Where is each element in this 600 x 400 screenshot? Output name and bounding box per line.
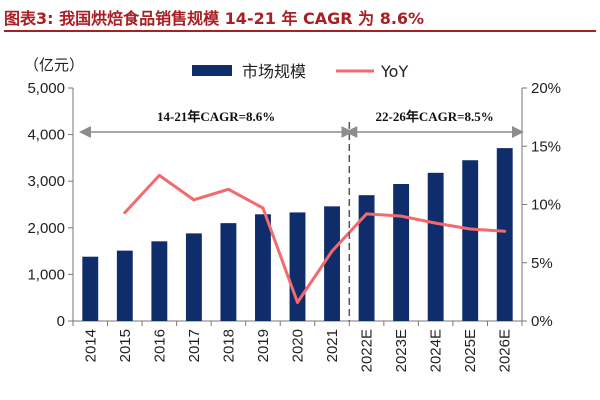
bar [358,195,375,321]
x-tick-label: 2017 [186,329,203,362]
yoy-point [261,206,265,210]
x-tick-label: 2014 [82,329,99,362]
yoy-point [192,198,196,202]
chart-title: 图表3: 我国烘焙食品销售规模 14-21 年 CAGR 为 8.6% [4,9,425,28]
x-tick-label: 2016 [151,329,168,362]
x-tick-label: 2020 [290,329,307,362]
bar [427,172,444,321]
x-tick-label: 2018 [220,329,237,362]
bar [255,214,271,321]
bar [289,212,306,321]
bar [324,206,340,321]
y-left-tick-label: 3,000 [27,173,65,190]
title-bar: 图表3: 我国烘焙食品销售规模 14-21 年 CAGR 为 8.6% [4,2,596,32]
y-right-tick-label: 5% [531,255,553,272]
bar [116,250,133,321]
bar [151,241,168,321]
y-right-tick-label: 10% [531,197,561,214]
yoy-point [157,173,161,177]
y-right-tick-label: 15% [531,138,561,155]
yoy-point [503,229,507,233]
bar [462,160,479,321]
x-tick-label: 2015 [117,329,134,362]
yoy-point [434,221,438,225]
legend-bar-swatch [192,65,232,76]
x-tick-label: 2023E [393,329,410,372]
legend-bar-label: 市场规模 [242,62,306,81]
yoy-point [296,300,299,304]
yoy-line [123,173,505,304]
y-left-tick-label: 2,000 [27,220,65,237]
x-tick-label: 2024E [428,329,445,372]
yoy-point [399,214,403,218]
yoy-point [365,212,369,216]
y-left-tick-label: 0 [57,313,65,330]
cagr-annotation: 22-26年CAGR=8.5% [376,109,494,124]
yoy-point [123,211,127,215]
y-right-tick-label: 20% [531,80,561,97]
bar [496,148,513,321]
legend-line-label: YoY [380,62,408,81]
unit-label: （亿元） [24,56,84,74]
bar [82,256,99,321]
bar [393,183,410,321]
x-tick-label: 2025E [462,329,479,372]
legend: 市场规模 YoY [192,62,408,81]
bar [220,223,237,321]
yoy-point [226,187,230,191]
chart-plot: （亿元） 市场规模 YoY 0 1,000 2,000 3,000 4,000 5,000… [24,56,561,372]
yoy-point [468,227,472,231]
x-tick-label: 2022E [359,329,376,372]
y-left-tick-label: 5,000 [27,80,65,97]
y-left-tick-label: 4,000 [27,127,65,144]
y-left-tick-label: 1,000 [27,266,65,283]
yoy-point [330,249,334,253]
x-tick-label: 2026E [497,329,514,372]
y-right-tick-label: 0% [531,313,553,330]
x-tick-label: 2021 [324,329,341,362]
cagr-annotation: 14-21年CAGR=8.6% [157,109,275,124]
x-tick-label: 2019 [255,329,272,362]
bar [185,233,202,321]
